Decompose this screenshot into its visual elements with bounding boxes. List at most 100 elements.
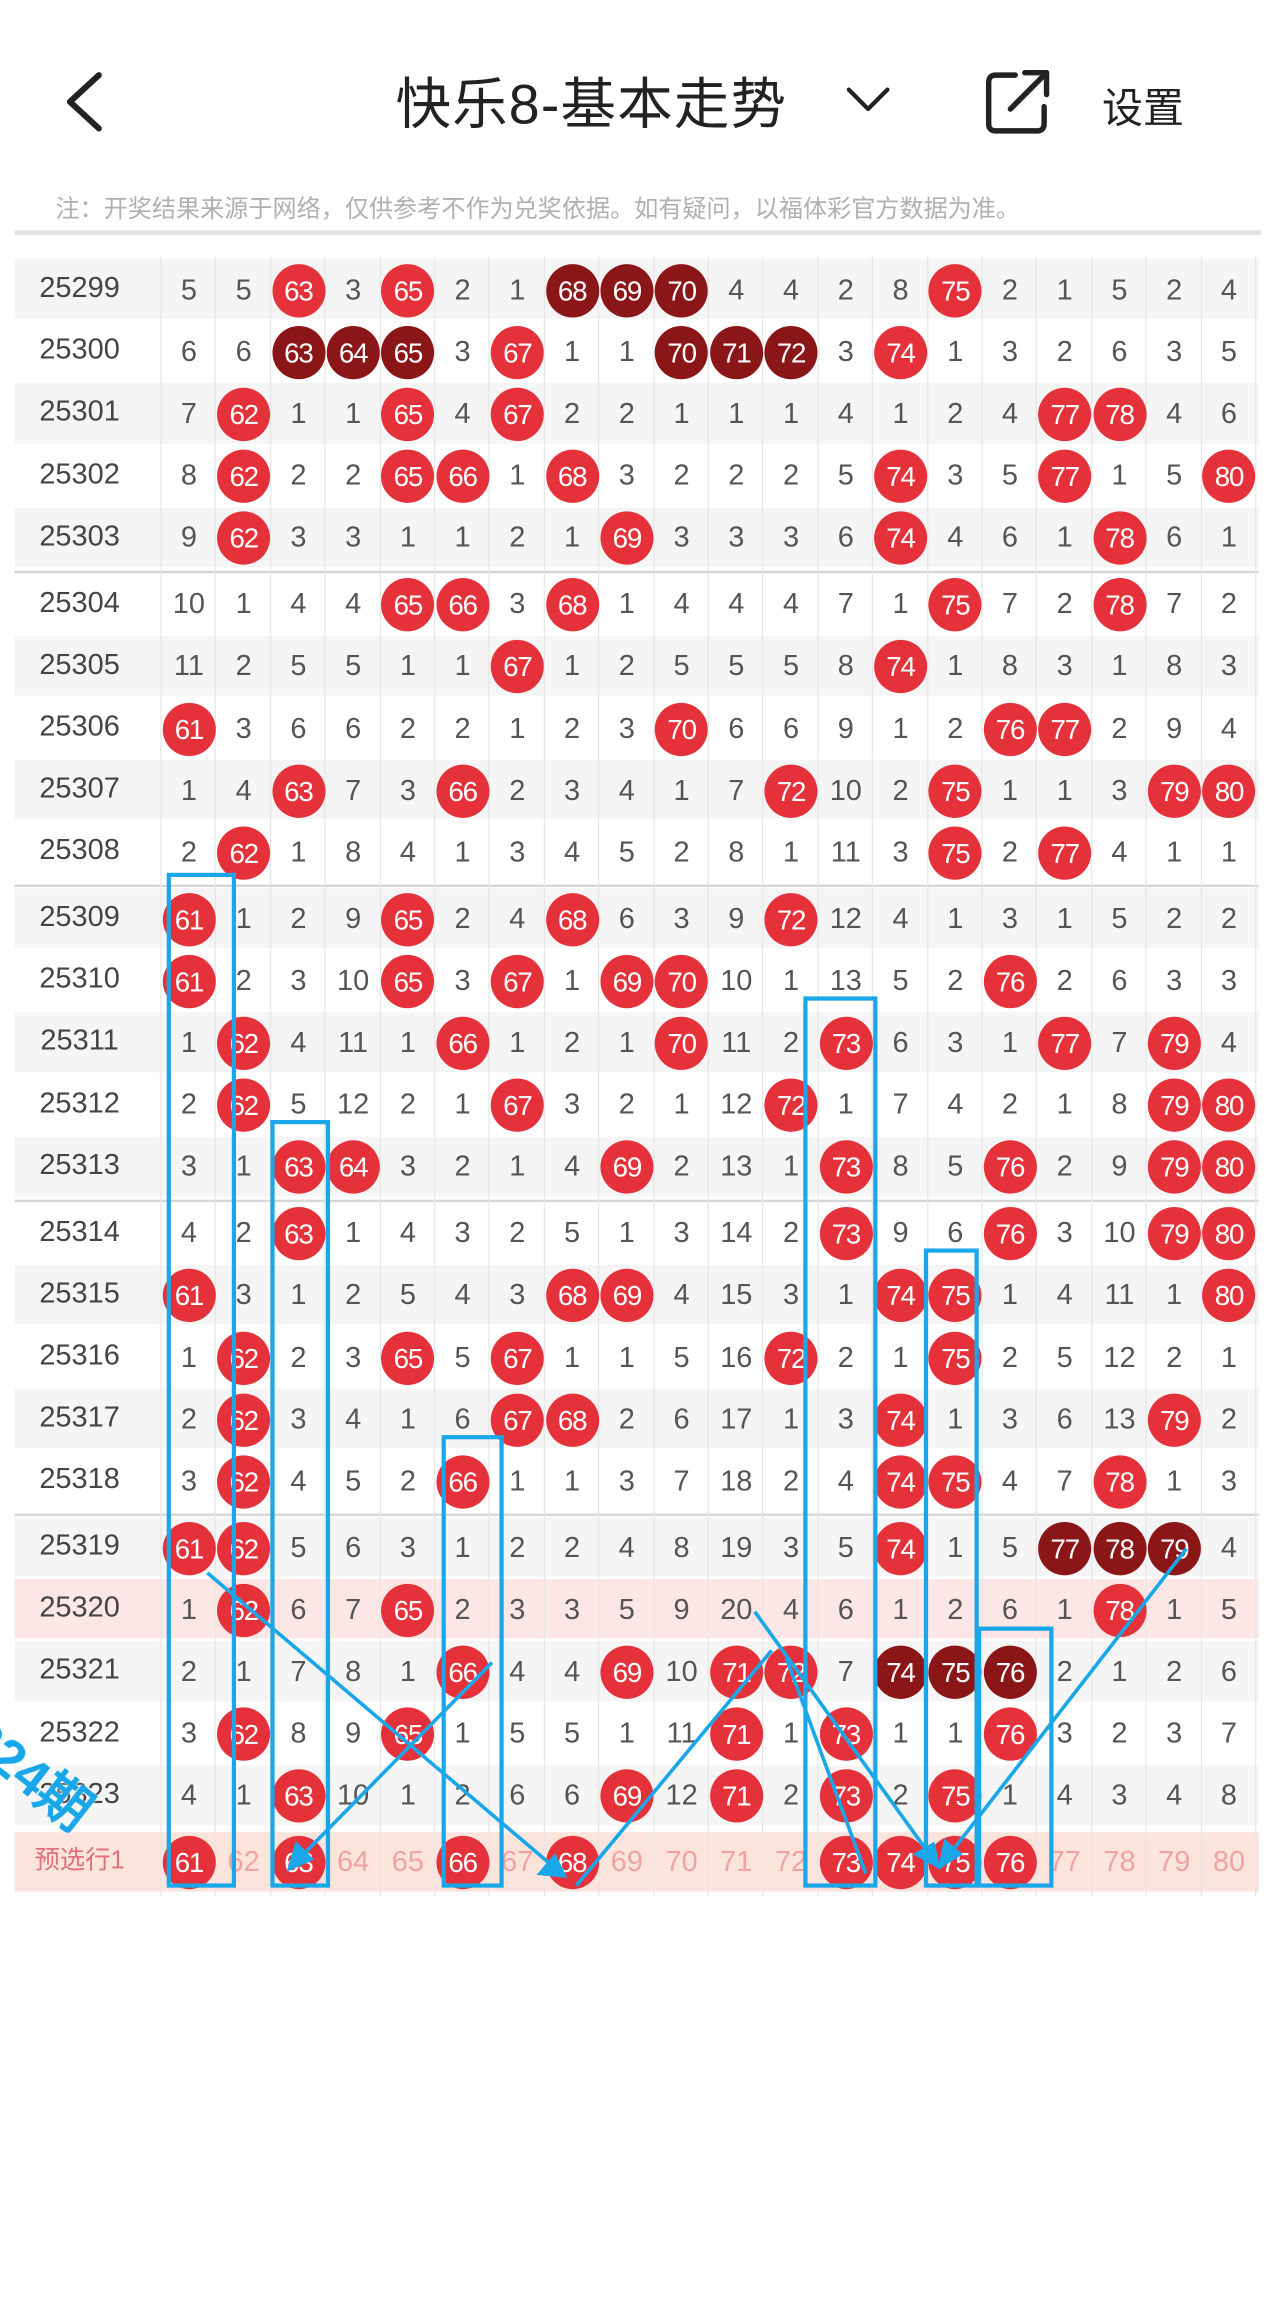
- miss-count: 8: [1001, 649, 1019, 683]
- miss-count: 5: [673, 649, 690, 683]
- miss-count: 1: [290, 836, 307, 869]
- miss-count: 3: [454, 335, 471, 369]
- page-title[interactable]: 快乐8-基本走势: [395, 72, 788, 136]
- miss-count: 5: [454, 1340, 471, 1374]
- miss-count: 1: [399, 649, 416, 683]
- grid-line: [598, 256, 600, 1897]
- preselect-ball-selected[interactable]: 61: [162, 1835, 216, 1890]
- miss-count: 10: [829, 773, 862, 807]
- chevron-down-icon[interactable]: [844, 80, 892, 116]
- preselect-ball[interactable]: 78: [1103, 1845, 1136, 1879]
- drawn-number-ball: 76: [983, 1207, 1037, 1261]
- miss-count: 13: [1103, 1402, 1136, 1436]
- miss-count: 7: [1220, 1717, 1238, 1751]
- miss-count: 10: [665, 1655, 698, 1689]
- preselect-ball[interactable]: 80: [1212, 1845, 1246, 1879]
- miss-count: 9: [837, 711, 854, 745]
- miss-count: 5: [290, 1088, 307, 1122]
- drawn-number-ball: 74: [874, 1393, 928, 1447]
- drawn-number-ball: 61: [162, 702, 216, 756]
- miss-count: 6: [180, 335, 197, 369]
- miss-count: 9: [345, 902, 362, 936]
- settings-button[interactable]: 设置: [1102, 86, 1184, 133]
- miss-count: 2: [728, 459, 745, 493]
- divider: [14, 230, 1262, 236]
- miss-count: 9: [180, 521, 197, 555]
- miss-count: 3: [180, 1464, 197, 1498]
- miss-count: 6: [1220, 397, 1238, 431]
- grid-line: [488, 256, 490, 1897]
- drawn-number-ball: 65: [381, 263, 435, 317]
- miss-count: 2: [782, 1026, 800, 1060]
- miss-count: 1: [399, 1655, 416, 1689]
- miss-count: 5: [345, 1464, 362, 1498]
- miss-count: 6: [837, 1593, 854, 1626]
- miss-count: 4: [564, 1655, 581, 1689]
- miss-count: 3: [509, 1593, 526, 1626]
- miss-count: 1: [1056, 521, 1073, 555]
- miss-count: 4: [1001, 1464, 1019, 1498]
- preselect-ball[interactable]: 70: [665, 1845, 698, 1879]
- drawn-number-ball: 77: [1038, 449, 1092, 504]
- miss-count: 2: [618, 397, 635, 431]
- miss-count: 4: [1220, 1026, 1238, 1060]
- preselect-ball-selected[interactable]: 73: [819, 1835, 873, 1890]
- miss-count: 1: [618, 1026, 635, 1060]
- drawn-number-ball: 77: [1038, 387, 1092, 442]
- miss-count: 1: [235, 587, 252, 621]
- issue-number: 25321: [39, 1653, 120, 1687]
- drawn-number-ball: 62: [217, 1455, 271, 1509]
- preselect-ball-selected[interactable]: 63: [271, 1835, 325, 1890]
- drawn-number-ball: 62: [217, 387, 271, 442]
- miss-count: 1: [947, 1402, 964, 1436]
- share-icon[interactable]: [984, 68, 1054, 136]
- preselect-ball-selected[interactable]: 76: [983, 1835, 1037, 1890]
- miss-count: 3: [1056, 1216, 1073, 1250]
- preselect-ball[interactable]: 62: [227, 1845, 260, 1879]
- miss-count: 7: [728, 773, 745, 807]
- miss-count: 9: [1111, 1150, 1128, 1184]
- issue-number: 25313: [39, 1148, 120, 1182]
- preselect-ball[interactable]: 79: [1158, 1845, 1191, 1879]
- miss-count: 7: [1111, 1026, 1128, 1060]
- drawn-number-ball: 62: [217, 1016, 271, 1071]
- miss-count: 3: [1111, 1779, 1128, 1813]
- preselect-ball-selected[interactable]: 68: [545, 1835, 599, 1890]
- preselect-ball[interactable]: 67: [501, 1845, 534, 1879]
- miss-count: 7: [345, 773, 362, 807]
- preselect-ball[interactable]: 69: [610, 1845, 643, 1879]
- miss-count: 3: [290, 1402, 307, 1436]
- miss-count: 3: [837, 1402, 854, 1436]
- drawn-number-ball: 69: [600, 1140, 654, 1195]
- miss-count: 5: [290, 1531, 307, 1564]
- miss-count: 8: [673, 1531, 690, 1564]
- back-arrow-icon[interactable]: [58, 70, 111, 133]
- drawn-number-ball: 74: [874, 640, 928, 694]
- miss-count: 5: [728, 649, 745, 683]
- drawn-number-ball: 65: [381, 1331, 435, 1385]
- miss-count: 10: [172, 587, 206, 621]
- miss-count: 3: [1001, 902, 1019, 936]
- preselect-ball[interactable]: 72: [774, 1845, 808, 1879]
- issue-number: 25317: [39, 1400, 120, 1434]
- preselect-ball[interactable]: 77: [1048, 1845, 1081, 1879]
- drawn-number-ball: 64: [326, 325, 380, 380]
- miss-count: 10: [337, 964, 370, 998]
- miss-count: 1: [618, 335, 635, 369]
- preselect-ball-selected[interactable]: 66: [436, 1835, 490, 1890]
- preselect-ball[interactable]: 71: [720, 1845, 753, 1879]
- miss-count: 1: [1166, 1593, 1183, 1626]
- miss-count: 2: [509, 1531, 526, 1564]
- drawn-number-ball: 72: [764, 892, 818, 946]
- preselect-ball-selected[interactable]: 74: [874, 1835, 928, 1890]
- preselect-ball[interactable]: 65: [391, 1845, 424, 1879]
- preselect-ball[interactable]: 64: [337, 1845, 370, 1879]
- drawn-number-ball: 67: [490, 640, 544, 694]
- miss-count: 1: [782, 964, 800, 998]
- miss-count: 2: [892, 1779, 909, 1813]
- issue-number: 25320: [39, 1591, 120, 1625]
- miss-count: 13: [720, 1150, 753, 1184]
- miss-count: 1: [1166, 836, 1183, 869]
- miss-count: 13: [829, 964, 862, 998]
- drawn-number-ball: 76: [983, 954, 1037, 1008]
